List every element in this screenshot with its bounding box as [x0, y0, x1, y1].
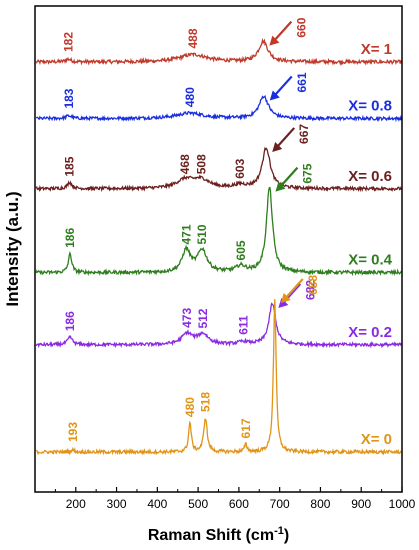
x-tick-label: 700: [270, 497, 290, 511]
x-tick-label: 800: [310, 497, 330, 511]
series-line: [35, 94, 403, 123]
peak-label: 603: [233, 158, 247, 178]
peak-label: 510: [195, 224, 209, 244]
x-axis-title-main: Raman Shift (cm: [148, 527, 274, 544]
peak-label: 675: [300, 163, 314, 183]
peak-label: 480: [183, 87, 197, 107]
series-line: [35, 299, 402, 456]
peak-arrow-shaft: [272, 75, 293, 98]
peak-label: 186: [63, 311, 77, 331]
x-axis-title: Raman Shift (cm-1): [148, 525, 289, 544]
peak-arrow-shaft: [272, 20, 293, 43]
peak-label: 617: [239, 418, 253, 438]
annotations: 182 488 660 X= 1 183 480 661 X= 0.8 185 468 508 603…: [61, 17, 392, 448]
x-tick-label: 300: [107, 497, 127, 511]
peak-arrow-shaft: [275, 127, 296, 149]
peak-label: 518: [198, 392, 212, 412]
peak-label: 488: [186, 28, 200, 48]
peak-label: 471: [179, 224, 193, 244]
series-line: [35, 37, 403, 66]
x-axis-title-close: ): [284, 527, 289, 544]
peak-arrow-shaft: [283, 278, 304, 300]
series-line: [35, 146, 403, 193]
peak-arrow-head: [275, 181, 286, 192]
peak-label: 512: [196, 308, 210, 328]
peak-label: 193: [66, 422, 80, 442]
series-label: X= 0.2: [348, 324, 392, 341]
peak-label: 660: [294, 17, 308, 37]
peak-arrow-head: [269, 35, 280, 46]
peak-arrow-shaft: [278, 166, 299, 189]
series-line: [35, 302, 402, 349]
peak-label: 182: [61, 32, 75, 52]
x-axis: 200 300 400 500 600 700 800 900 1000: [54, 487, 416, 511]
peak-label: 667: [297, 124, 311, 144]
peak-arrow-head: [280, 293, 291, 303]
plot-area: [35, 37, 403, 456]
peak-label: 611: [236, 315, 250, 335]
peak-label: 682: [303, 280, 317, 300]
x-tick-label: 400: [147, 497, 167, 511]
peak-label: 508: [194, 154, 208, 174]
series-label: X= 0: [361, 431, 392, 448]
peak-arrow-head: [278, 297, 289, 308]
series-label: X= 0.8: [348, 98, 392, 115]
peak-arrow-head: [272, 141, 283, 152]
series-label: X= 0.6: [348, 168, 392, 185]
peak-label: 468: [178, 154, 192, 174]
series-line: [35, 186, 403, 277]
peak-label: 661: [295, 72, 309, 92]
x-tick-label: 900: [351, 497, 371, 511]
plot-frame: [34, 5, 403, 493]
peak-label: 473: [180, 308, 194, 328]
series-label: X= 0.4: [348, 252, 392, 269]
x-axis-title-sup: -1: [274, 525, 284, 537]
x-tick-label: 200: [66, 497, 86, 511]
x-tick-label: 600: [229, 497, 249, 511]
x-tick-label: 500: [188, 497, 208, 511]
peak-label: 185: [63, 156, 77, 176]
peak-label: 688: [306, 275, 320, 295]
y-axis-title: Intensity (a.u.): [3, 191, 22, 306]
peak-label: 480: [183, 397, 197, 417]
x-tick-label: 1000: [389, 497, 416, 511]
peak-label: 605: [234, 240, 248, 260]
peak-label: 186: [63, 228, 77, 248]
peak-label: 183: [62, 88, 76, 108]
series-label: X= 1: [361, 41, 392, 58]
peak-arrow-head: [269, 90, 280, 101]
